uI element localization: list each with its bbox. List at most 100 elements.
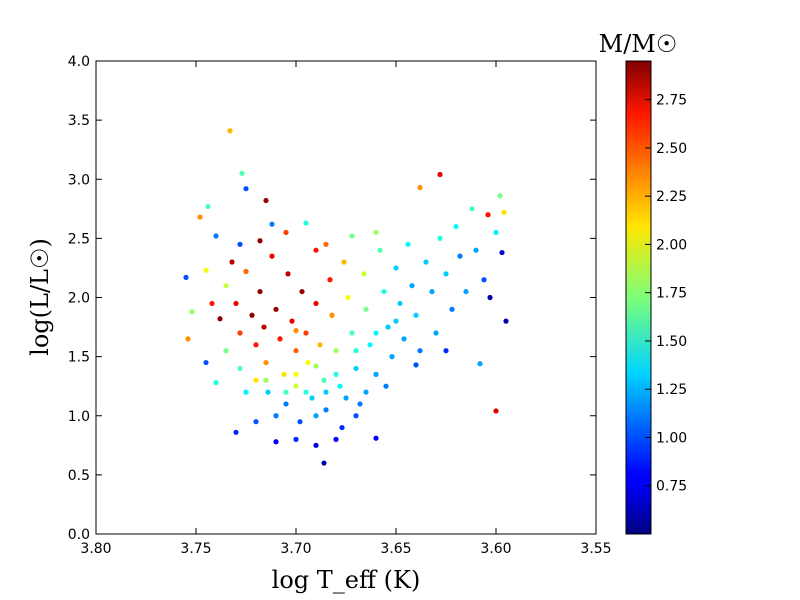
data-point xyxy=(183,274,189,280)
data-point xyxy=(263,377,269,383)
data-point xyxy=(349,330,355,336)
data-point xyxy=(273,439,279,445)
data-point xyxy=(367,342,373,348)
data-point xyxy=(283,389,289,395)
y-tick-label: 2.0 xyxy=(68,291,90,307)
data-point xyxy=(493,229,499,236)
data-point xyxy=(405,241,411,247)
data-point xyxy=(283,229,289,236)
data-point xyxy=(401,336,407,342)
data-point xyxy=(423,259,429,265)
data-point xyxy=(449,306,455,312)
data-point xyxy=(269,221,275,227)
data-point xyxy=(469,206,475,212)
colorbar-tick-label: 0.75 xyxy=(656,479,687,495)
data-point xyxy=(333,348,339,354)
data-point xyxy=(237,241,243,247)
data-point xyxy=(185,336,191,342)
data-point xyxy=(205,203,211,210)
data-point xyxy=(213,380,219,386)
data-point xyxy=(313,300,319,307)
data-point xyxy=(443,271,449,277)
data-point xyxy=(233,429,239,435)
y-tick-label: 1.0 xyxy=(68,409,90,425)
data-point xyxy=(333,371,339,377)
data-point xyxy=(499,249,505,256)
data-point xyxy=(363,389,369,395)
data-point xyxy=(373,371,379,377)
data-point xyxy=(321,377,327,383)
data-point xyxy=(273,306,279,312)
data-point xyxy=(417,348,423,354)
data-point xyxy=(497,193,503,199)
x-tick-label: 3.80 xyxy=(80,541,111,557)
data-point xyxy=(239,170,245,176)
data-point xyxy=(273,413,279,419)
data-point xyxy=(313,413,319,419)
data-point xyxy=(393,265,399,271)
data-point xyxy=(313,442,319,448)
data-point xyxy=(203,359,209,366)
data-point xyxy=(413,312,419,318)
x-tick-label: 3.75 xyxy=(180,541,211,557)
data-point xyxy=(353,413,359,419)
data-point xyxy=(463,288,469,295)
data-point xyxy=(293,371,299,377)
colorbar-tick-label: 1.00 xyxy=(656,430,687,446)
data-point xyxy=(473,247,479,253)
colorbar-tick-label: 1.75 xyxy=(656,286,687,302)
data-point xyxy=(189,309,195,315)
y-tick-label: 3.5 xyxy=(68,113,90,129)
data-point xyxy=(373,229,379,236)
data-point xyxy=(297,419,303,425)
data-point xyxy=(209,300,215,307)
data-point xyxy=(343,395,349,401)
data-point xyxy=(349,233,355,239)
y-tick-label: 3.0 xyxy=(68,172,90,188)
data-point xyxy=(373,435,379,441)
colorbar-tick-label: 2.25 xyxy=(656,189,687,205)
data-point xyxy=(383,383,389,389)
data-point xyxy=(213,233,219,239)
data-point xyxy=(353,365,359,372)
x-axis-label: log T_eff (K) xyxy=(272,566,421,594)
x-tick-label: 3.55 xyxy=(580,541,611,557)
data-point xyxy=(305,359,311,366)
data-point xyxy=(293,436,299,442)
colorbar-tick-label: 2.00 xyxy=(656,237,687,253)
data-point xyxy=(443,348,449,354)
colorbar-axis: 0.75 1.00 1.25 1.50 1.75 2.00 2.25 2.50 2.75 xyxy=(645,93,687,495)
data-point xyxy=(223,283,229,289)
data-point xyxy=(337,383,343,389)
data-point xyxy=(253,419,259,425)
data-point xyxy=(313,363,319,369)
scatter-points xyxy=(183,128,509,466)
data-point xyxy=(437,171,443,178)
data-point xyxy=(433,330,439,336)
data-point xyxy=(257,288,263,295)
y-tick-label: 2.5 xyxy=(68,231,90,247)
data-point xyxy=(345,294,351,301)
data-point xyxy=(217,316,223,322)
data-point xyxy=(321,460,327,466)
data-point xyxy=(493,408,499,414)
data-point xyxy=(197,214,203,220)
x-tick-label: 3.60 xyxy=(480,541,511,557)
data-point xyxy=(293,328,299,334)
x-tick-label: 3.70 xyxy=(280,541,311,557)
data-point xyxy=(363,306,369,312)
data-point xyxy=(477,361,483,367)
data-point xyxy=(327,277,333,283)
data-point xyxy=(203,267,209,273)
data-point xyxy=(227,128,233,134)
data-point xyxy=(237,365,243,372)
data-point xyxy=(323,407,329,413)
data-point xyxy=(373,330,379,336)
data-point xyxy=(409,283,415,289)
data-point xyxy=(361,271,367,277)
data-point xyxy=(261,324,267,330)
data-point xyxy=(323,241,329,247)
data-point xyxy=(381,288,387,295)
data-point xyxy=(281,371,287,377)
data-point xyxy=(237,330,243,336)
